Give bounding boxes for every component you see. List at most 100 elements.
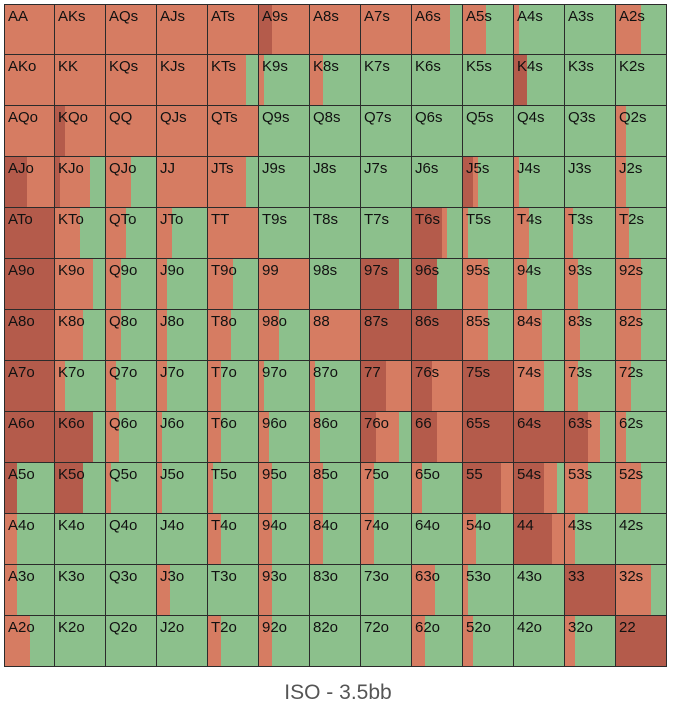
hand-cell: AQs xyxy=(106,4,157,55)
hand-cell: J2s xyxy=(616,157,667,208)
hand-label: K9o xyxy=(58,262,85,279)
hand-cell: J3o xyxy=(157,565,208,616)
hand-label: J8s xyxy=(313,160,337,177)
raise-frequency-bar xyxy=(259,412,269,462)
hand-label: 52s xyxy=(619,466,644,483)
allin-frequency-bar xyxy=(5,463,18,513)
hand-label: KJo xyxy=(58,160,84,177)
hand-cell: 72s xyxy=(616,361,667,412)
hand-cell: Q4o xyxy=(106,514,157,565)
hand-label: J9s xyxy=(262,160,286,177)
hand-label: K7o xyxy=(58,364,85,381)
hand-cell: 65o xyxy=(412,463,463,514)
raise-frequency-bar xyxy=(208,514,221,564)
hand-label: 94o xyxy=(262,517,288,534)
hand-cell: 77 xyxy=(361,361,412,412)
hand-cell: J9o xyxy=(157,259,208,310)
hand-label: A2s xyxy=(619,8,645,25)
hand-cell: Q9s xyxy=(259,106,310,157)
hand-label: QTo xyxy=(109,211,137,228)
allin-frequency-bar xyxy=(412,208,442,258)
allin-frequency-bar xyxy=(55,412,93,462)
hand-cell: T8s xyxy=(310,208,361,259)
hand-cell: 94o xyxy=(259,514,310,565)
hand-label: AQo xyxy=(8,109,39,126)
hand-label: J3s xyxy=(568,160,592,177)
allin-frequency-bar xyxy=(55,463,83,513)
hand-cell: 65s xyxy=(463,412,514,463)
allin-frequency-bar xyxy=(412,361,432,411)
hand-label: A8o xyxy=(8,313,35,330)
hand-label: QQ xyxy=(109,109,133,126)
hand-label: A9s xyxy=(262,8,288,25)
hand-label: J6o xyxy=(160,415,185,432)
allin-frequency-bar xyxy=(463,361,513,411)
hand-cell: 62o xyxy=(412,616,463,667)
raise-frequency-bar xyxy=(208,5,258,54)
raise-frequency-bar xyxy=(463,259,488,309)
hand-cell: Q7s xyxy=(361,106,412,157)
raise-frequency-bar xyxy=(412,565,435,615)
hand-cell: Q5s xyxy=(463,106,514,157)
hand-label: J9o xyxy=(160,262,185,279)
raise-frequency-bar xyxy=(157,412,162,462)
hand-cell: 83o xyxy=(310,565,361,616)
hand-cell: QTo xyxy=(106,208,157,259)
hand-label: TT xyxy=(211,211,230,228)
raise-frequency-bar xyxy=(259,361,264,411)
hand-label: 85o xyxy=(313,466,339,483)
hand-cell: KQs xyxy=(106,55,157,106)
hand-cell: J6o xyxy=(157,412,208,463)
hand-cell: 63s xyxy=(565,412,616,463)
hand-label: 97s xyxy=(364,262,389,279)
hand-label: Q7o xyxy=(109,364,138,381)
hand-label: 65o xyxy=(415,466,441,483)
hand-cell: T3o xyxy=(208,565,259,616)
hand-label: J8o xyxy=(160,313,185,330)
allin-frequency-bar xyxy=(5,412,54,462)
raise-frequency-bar xyxy=(616,157,626,207)
raise-frequency-bar xyxy=(157,463,162,513)
hand-cell: J9s xyxy=(259,157,310,208)
raise-frequency-bar xyxy=(587,412,600,462)
hand-cell: 83s xyxy=(565,310,616,361)
raise-frequency-bar xyxy=(157,565,170,615)
hand-cell: 33 xyxy=(565,565,616,616)
chart-title: ISO - 3.5bb xyxy=(284,681,392,704)
hand-label: 66 xyxy=(415,415,432,432)
raise-frequency-bar xyxy=(310,412,320,462)
hand-label: 98s xyxy=(313,262,338,279)
hand-cell: QTs xyxy=(208,106,259,157)
hand-label: K4s xyxy=(517,58,543,75)
hand-cell: 72o xyxy=(361,616,412,667)
hand-label: KTs xyxy=(211,58,237,75)
hand-cell: A2o xyxy=(4,616,55,667)
hand-cell: 84s xyxy=(514,310,565,361)
raise-frequency-bar xyxy=(5,514,18,564)
hand-label: Q5o xyxy=(109,466,138,483)
hand-cell: KJs xyxy=(157,55,208,106)
hand-cell: ATs xyxy=(208,4,259,55)
raise-frequency-bar xyxy=(259,55,264,105)
hand-cell: AA xyxy=(4,4,55,55)
hand-label: 74o xyxy=(364,517,390,534)
raise-frequency-bar xyxy=(310,5,360,54)
hand-cell: Q6o xyxy=(106,412,157,463)
raise-frequency-bar xyxy=(514,157,519,207)
hand-cell: QJo xyxy=(106,157,157,208)
raise-frequency-bar xyxy=(463,208,468,258)
raise-frequency-bar xyxy=(463,565,468,615)
hand-cell: AJs xyxy=(157,4,208,55)
hand-cell: A8s xyxy=(310,4,361,55)
hand-label: Q3o xyxy=(109,568,138,585)
hand-cell: 64s xyxy=(514,412,565,463)
hand-label: K7s xyxy=(364,58,390,75)
hand-label: Q4o xyxy=(109,517,138,534)
hand-label: T7s xyxy=(364,211,390,228)
hand-cell: 75o xyxy=(361,463,412,514)
hand-cell: Q9o xyxy=(106,259,157,310)
hand-cell: 43s xyxy=(565,514,616,565)
raise-frequency-bar xyxy=(616,412,626,462)
hand-label: AQs xyxy=(109,8,139,25)
raise-frequency-bar xyxy=(106,106,156,156)
